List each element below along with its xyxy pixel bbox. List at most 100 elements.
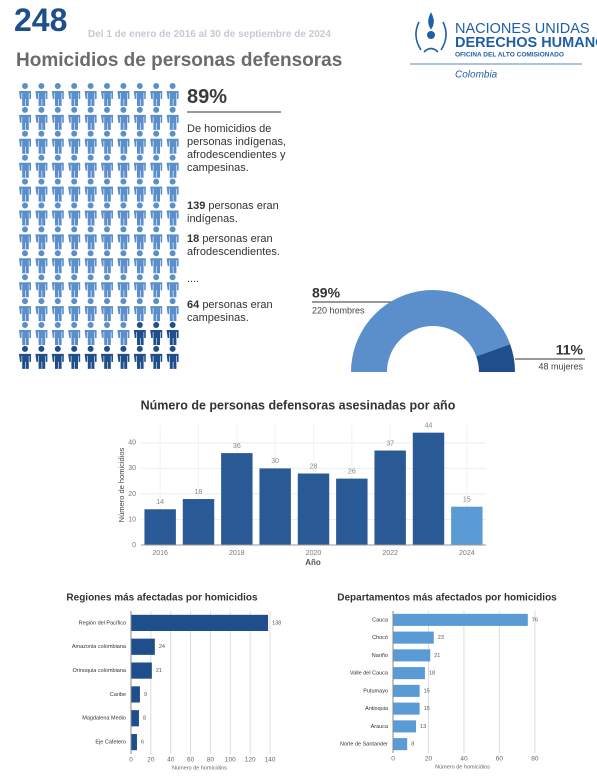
y-axis-label: Número de homicidios xyxy=(117,447,126,522)
bar-value-label: 138 xyxy=(272,620,281,626)
summary-ellipsis: .... xyxy=(187,273,200,285)
person-icon xyxy=(133,274,146,298)
person-icon xyxy=(101,226,113,250)
person-icon xyxy=(166,202,179,226)
person-icon xyxy=(19,226,31,250)
person-icon xyxy=(68,298,81,322)
person-icon xyxy=(133,178,146,202)
bar-value-label: 18 xyxy=(429,671,435,677)
chart-title: Regiones más afectadas por homicidios xyxy=(66,593,258,604)
x-axis-label: Número de homicidios xyxy=(435,764,490,770)
summary-text: De homicidios de personas indígenas, afr… xyxy=(187,123,287,174)
bar xyxy=(393,613,528,626)
y-tick-label: Región del Pacífico xyxy=(79,620,126,626)
person-icon xyxy=(51,345,64,369)
person-icon xyxy=(19,178,31,202)
bar xyxy=(393,720,417,733)
bar xyxy=(393,631,434,644)
bar xyxy=(393,684,420,697)
person-icon xyxy=(35,202,48,226)
x-tick-label: 2016 xyxy=(152,550,168,557)
person-icon xyxy=(19,345,31,369)
person-icon xyxy=(101,178,113,202)
person-icon xyxy=(84,130,97,154)
item-count: 139 xyxy=(187,200,206,212)
summary-percent: 89% xyxy=(187,86,228,108)
bar xyxy=(374,450,406,545)
person-icon xyxy=(117,106,130,130)
person-icon xyxy=(150,274,163,298)
bar xyxy=(144,509,176,545)
person-icon xyxy=(35,83,48,106)
person-icon xyxy=(68,226,81,250)
person-icon xyxy=(150,83,163,106)
y-tick-label: Caribe xyxy=(110,692,126,698)
item-text: personas eran campesinas. xyxy=(187,299,273,324)
x-tick-label: 40 xyxy=(460,756,468,763)
y-tick-label: Chocó xyxy=(372,635,388,641)
person-icon xyxy=(19,250,31,274)
bar-value-label: 44 xyxy=(425,423,433,430)
chart-title: Número de personas defensoras asesinadas… xyxy=(141,398,456,412)
person-icon xyxy=(51,202,64,226)
person-icon xyxy=(101,106,113,130)
y-tick-label: Valle del Cauca xyxy=(350,671,389,677)
gauge-value-label: 11% xyxy=(556,342,584,358)
bar xyxy=(182,499,215,545)
person-icon xyxy=(19,322,31,345)
person-icon xyxy=(35,130,48,154)
person-icon xyxy=(101,83,113,106)
x-axis-label: Número de homicidios xyxy=(172,765,227,771)
person-icon xyxy=(133,345,146,369)
bar xyxy=(131,710,139,727)
person-icon xyxy=(84,298,97,322)
person-icon xyxy=(35,298,48,322)
x-tick-label: 2020 xyxy=(306,550,322,557)
header-title: Homicidios de personas defensoras xyxy=(16,50,343,71)
person-icon xyxy=(150,106,163,130)
x-tick-label: 120 xyxy=(245,757,256,764)
person-icon xyxy=(150,250,163,274)
person-icon xyxy=(84,106,97,130)
person-icon xyxy=(166,130,179,154)
bar-value-label: 9 xyxy=(144,692,147,698)
bar xyxy=(131,662,152,679)
person-icon xyxy=(117,322,130,345)
person-icon xyxy=(150,345,163,369)
bar-value-label: 21 xyxy=(434,653,440,659)
person-icon xyxy=(101,202,113,226)
person-icon xyxy=(19,130,31,154)
x-tick-label: 60 xyxy=(496,756,504,763)
person-icon xyxy=(150,226,163,250)
person-icon xyxy=(51,154,64,178)
person-icon xyxy=(117,202,130,226)
bar-value-label: 21 xyxy=(156,668,162,674)
bar-value-label: 76 xyxy=(532,617,538,623)
bar-value-label: 37 xyxy=(386,440,394,447)
person-icon xyxy=(133,226,146,250)
person-icon xyxy=(68,274,81,298)
person-icon xyxy=(35,226,48,250)
y-tick-label: 40 xyxy=(128,440,136,447)
person-icon xyxy=(68,83,81,106)
bar xyxy=(131,638,155,655)
person-icon xyxy=(51,178,64,202)
bar xyxy=(336,478,368,545)
person-icon xyxy=(166,226,179,250)
person-icon xyxy=(101,345,113,369)
person-icon xyxy=(35,154,48,178)
bar-value-label: 28 xyxy=(310,463,318,470)
person-icon xyxy=(101,322,113,345)
person-icon xyxy=(117,298,130,322)
person-icon xyxy=(51,298,64,322)
gauge-segment xyxy=(350,289,511,372)
person-icon xyxy=(84,202,97,226)
x-tick-label: 0 xyxy=(129,757,133,764)
person-icon xyxy=(51,106,64,130)
logo-line3: OFICINA DEL ALTO COMISIONADO xyxy=(455,52,564,59)
person-icon xyxy=(19,83,31,106)
bar xyxy=(297,473,330,545)
person-icon xyxy=(35,274,48,298)
person-icon xyxy=(68,345,81,369)
person-icon xyxy=(68,130,81,154)
